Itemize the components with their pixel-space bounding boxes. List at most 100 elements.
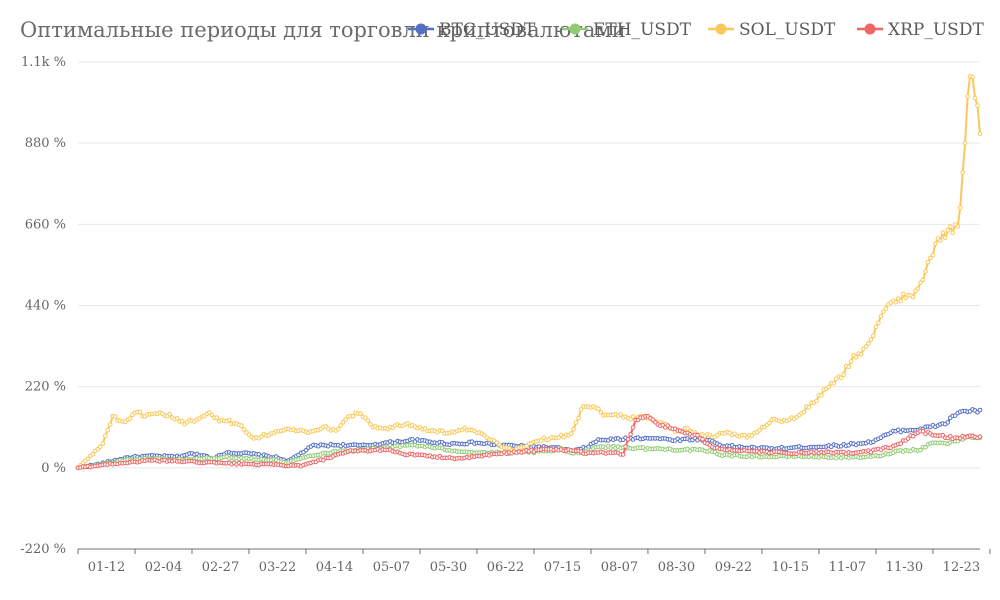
x-tick-label: 12-23 <box>943 560 980 575</box>
data-point <box>757 427 762 433</box>
data-point <box>695 432 700 438</box>
data-point <box>873 324 879 330</box>
data-point <box>838 375 844 381</box>
x-tick-label: 01-12 <box>88 560 125 575</box>
data-point <box>112 414 118 419</box>
data-point <box>965 94 970 99</box>
series-line <box>77 75 981 469</box>
data-point <box>806 405 812 410</box>
data-point <box>970 74 975 80</box>
data-point <box>943 235 948 240</box>
data-point <box>975 103 980 108</box>
data-point <box>358 411 363 416</box>
data-point <box>863 344 869 349</box>
legend-item-XRP_USDT[interactable]: XRP_USDT <box>857 20 984 40</box>
y-tick-label: 660 % <box>25 217 66 232</box>
legend-label: XRP_USDT <box>888 20 984 40</box>
data-point <box>876 320 881 326</box>
data-point <box>343 417 348 422</box>
data-point <box>576 415 581 421</box>
data-point <box>167 411 172 417</box>
data-point <box>923 445 928 450</box>
legend-label: SOL_USDT <box>739 20 836 40</box>
data-point <box>620 452 626 457</box>
data-point <box>831 381 837 386</box>
data-point <box>90 451 96 457</box>
data-point <box>685 426 690 431</box>
data-point <box>940 230 946 235</box>
data-point <box>955 224 961 229</box>
data-point <box>938 238 943 243</box>
data-point <box>573 420 579 425</box>
legend-item-BTC_USDT[interactable]: BTC_USDT <box>408 20 536 40</box>
data-point <box>440 428 445 434</box>
x-tick-label: 11-07 <box>829 560 866 575</box>
data-point <box>568 431 574 437</box>
data-point <box>898 441 904 446</box>
data-point <box>858 352 864 357</box>
x-tick-label: 04-14 <box>316 560 353 575</box>
data-point <box>174 416 180 421</box>
data-point <box>226 417 232 423</box>
data-point <box>105 427 110 433</box>
data-point <box>340 420 346 425</box>
data-point <box>368 422 373 427</box>
data-point <box>365 418 371 423</box>
data-point <box>335 426 341 432</box>
data-point <box>866 341 871 346</box>
data-point <box>241 427 247 432</box>
data-point <box>878 314 884 319</box>
data-point <box>945 420 951 425</box>
data-point <box>363 415 368 421</box>
series-layer <box>75 73 983 471</box>
data-point <box>962 140 968 146</box>
x-tick-label: 02-04 <box>145 560 182 575</box>
data-point <box>853 355 859 360</box>
data-point <box>239 423 244 429</box>
x-tick-label: 06-22 <box>487 560 524 575</box>
data-point <box>972 95 978 101</box>
data-point <box>960 170 966 175</box>
y-tick-label: -220 % <box>20 542 66 557</box>
data-point <box>214 415 220 420</box>
data-point <box>103 433 108 439</box>
x-tick-label: 09-22 <box>715 560 752 575</box>
data-point <box>628 432 633 437</box>
data-point <box>85 456 91 462</box>
data-point <box>950 230 956 235</box>
data-point <box>628 416 633 422</box>
data-point <box>900 291 906 297</box>
legend-swatch-dot <box>415 23 427 35</box>
x-tick-label: 11-30 <box>886 560 923 575</box>
data-point <box>137 409 143 415</box>
data-point <box>801 409 807 415</box>
data-point <box>977 434 983 439</box>
data-point <box>767 420 772 426</box>
data-point <box>957 205 963 211</box>
legend-label: BTC_USDT <box>439 20 536 40</box>
data-point <box>650 417 656 422</box>
x-tick-label: 10-15 <box>772 560 809 575</box>
data-point <box>905 436 911 441</box>
data-point <box>179 418 185 424</box>
data-point <box>819 393 824 398</box>
data-point <box>881 309 886 314</box>
legend[interactable]: BTC_USDT ETH_USDT SOL_USDT XRP_USDT <box>408 20 984 40</box>
data-point <box>571 427 576 432</box>
axis-layer: -220 % 0 % 220 % 440 % 660 % 880 % 1.1k % 01-12… <box>20 55 991 575</box>
legend-item-SOL_USDT[interactable]: SOL_USDT <box>708 20 836 40</box>
y-tick-label: 880 % <box>25 136 66 151</box>
data-point <box>883 306 889 311</box>
data-point <box>107 422 113 427</box>
data-point <box>749 433 755 438</box>
data-point <box>893 299 899 305</box>
data-point <box>930 252 936 258</box>
y-tick-label: 0 % <box>41 461 66 476</box>
x-tick-label: 03-22 <box>259 560 296 575</box>
legend-item-ETH_USDT[interactable]: ETH_USDT <box>562 20 692 40</box>
data-point <box>945 227 951 233</box>
data-point <box>814 398 819 404</box>
data-point <box>898 298 904 304</box>
data-point <box>868 337 874 342</box>
